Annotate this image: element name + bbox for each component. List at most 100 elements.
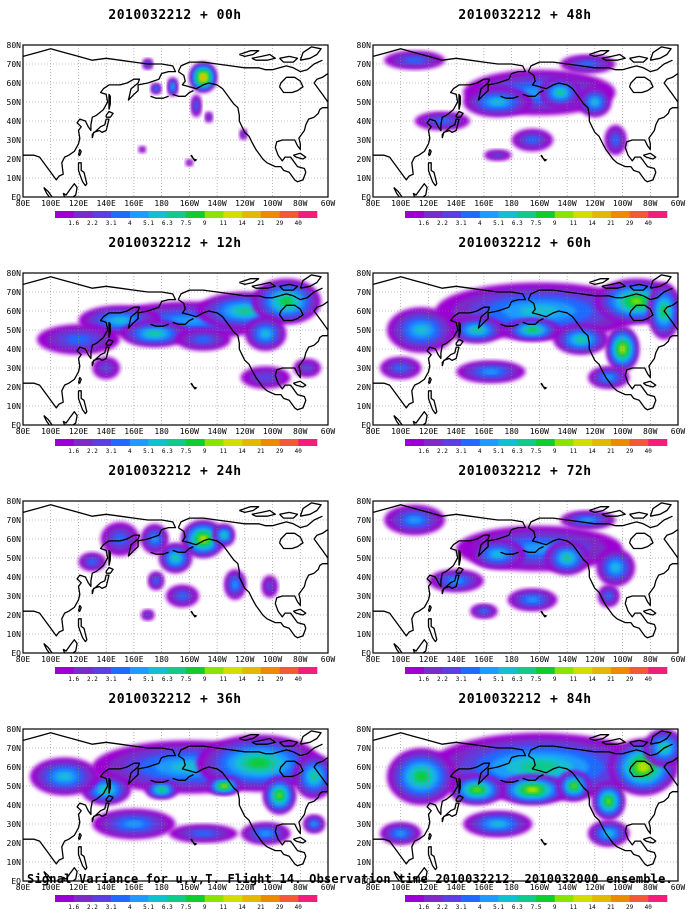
colorbar-swatch xyxy=(279,667,299,674)
variance-contour xyxy=(153,578,159,584)
coastline xyxy=(441,118,460,139)
map-frame xyxy=(22,44,329,198)
variance-contour xyxy=(520,761,558,773)
variance-contour xyxy=(194,102,198,110)
coastline xyxy=(628,760,654,778)
colorbar-swatch xyxy=(442,439,462,446)
coastline xyxy=(77,832,82,840)
coastline xyxy=(292,836,307,844)
graticule xyxy=(23,45,328,197)
map-frame xyxy=(22,500,329,654)
variance-contour xyxy=(100,363,112,373)
coastline xyxy=(455,566,464,574)
lat-tick-label: 30N xyxy=(357,136,372,145)
lon-tick-label: 180 xyxy=(154,883,169,892)
lat-tick-label: 50N xyxy=(7,98,22,107)
coastline xyxy=(251,53,276,61)
colorbar-swatch xyxy=(186,211,206,218)
lon-tick-label: 140W xyxy=(207,427,226,436)
lon-tick-label: 60W xyxy=(321,427,336,436)
colorbar-label: 1.6 xyxy=(68,676,79,683)
colorbar-label: 2.2 xyxy=(437,904,448,911)
coastline xyxy=(412,411,428,425)
lon-tick-label: 120E xyxy=(69,883,88,892)
lon-tick-label: 120W xyxy=(235,427,254,436)
colorbar-swatch xyxy=(629,895,649,902)
colorbar-swatch xyxy=(629,211,649,218)
coastline xyxy=(278,760,304,778)
coastline xyxy=(108,93,111,110)
coastline xyxy=(177,527,328,639)
coastline xyxy=(108,777,111,794)
colorbar-label: 21 xyxy=(607,448,615,455)
lat-tick-label: 10N xyxy=(7,402,22,411)
coastline xyxy=(455,110,464,118)
colorbar-swatch xyxy=(73,895,93,902)
coastline xyxy=(522,774,544,781)
lat-tick-label: 20N xyxy=(357,611,372,620)
colorbar-label: 4 xyxy=(478,676,482,683)
colorbar-label: 5.1 xyxy=(143,904,154,911)
map-panel: 2010032212 + 24h 80N 70N 60N 50N 40N 30N 20N 10N… xyxy=(0,461,350,686)
colorbar-label: 3.1 xyxy=(456,220,467,227)
coastline xyxy=(642,608,657,616)
coastline xyxy=(43,871,53,881)
colorbar-swatch xyxy=(55,439,75,446)
coastline xyxy=(500,323,519,327)
coastline xyxy=(23,48,177,181)
lon-tick-label: 160E xyxy=(474,199,493,208)
colorbar-label: 40 xyxy=(645,676,653,683)
colorbar-label: 29 xyxy=(626,676,634,683)
lon-tick-label: 160W xyxy=(530,427,549,436)
coastline xyxy=(239,278,260,286)
lat-tick-label: 30N xyxy=(357,820,372,829)
colorbar-swatch xyxy=(186,667,206,674)
colorbar-swatch xyxy=(129,439,149,446)
map-frame xyxy=(22,272,329,426)
coastline xyxy=(642,380,657,388)
coastline xyxy=(172,90,194,97)
coastline xyxy=(91,118,110,139)
lat-tick-label: 50N xyxy=(7,554,22,563)
colorbar-swatch xyxy=(498,667,518,674)
colorbar-label: 14 xyxy=(589,448,597,455)
lon-tick-label: 80W xyxy=(643,427,658,436)
colorbar-label: 6.3 xyxy=(162,676,173,683)
lon-tick-label: 180 xyxy=(504,655,519,664)
colorbar-label: 6.3 xyxy=(162,220,173,227)
lon-tick-label: 160E xyxy=(124,883,143,892)
colorbar-label: 6.3 xyxy=(512,448,523,455)
lon-tick-label: 100W xyxy=(613,655,632,664)
variance-contour xyxy=(405,57,424,63)
colorbar-label: 4 xyxy=(128,676,132,683)
map-panel: 2010032212 + 12h 80N 70N 60N 50N 40N 30N 20N 10N… xyxy=(0,233,350,458)
colorbar-label: 5.1 xyxy=(493,676,504,683)
coastline xyxy=(77,162,88,187)
colorbar-label: 21 xyxy=(257,904,265,911)
colorbar-swatch xyxy=(55,211,75,218)
colorbar-swatch xyxy=(554,895,574,902)
panel-title: 2010032212 + 84h xyxy=(458,692,592,707)
colorbar-swatch xyxy=(223,667,243,674)
colorbar-label: 14 xyxy=(589,220,597,227)
colorbar-label: 29 xyxy=(276,904,284,911)
coastline xyxy=(77,604,82,612)
lon-tick-label: 60W xyxy=(671,655,686,664)
lon-tick-label: 100E xyxy=(391,883,410,892)
coastlines xyxy=(373,46,678,197)
lon-tick-label: 120E xyxy=(419,883,438,892)
lon-tick-label: 120E xyxy=(69,427,88,436)
colorbar-label: 7.5 xyxy=(181,220,192,227)
lon-tick-label: 100E xyxy=(391,655,410,664)
variance-contour xyxy=(576,336,586,343)
coastline xyxy=(177,287,323,301)
colorbar-swatch xyxy=(536,439,556,446)
lat-tick-label: 40N xyxy=(357,345,372,354)
colorbar-swatch xyxy=(648,667,668,674)
colorbar-label: 9 xyxy=(203,220,207,227)
coastline xyxy=(299,502,322,517)
colorbar-label: 2.2 xyxy=(87,904,98,911)
